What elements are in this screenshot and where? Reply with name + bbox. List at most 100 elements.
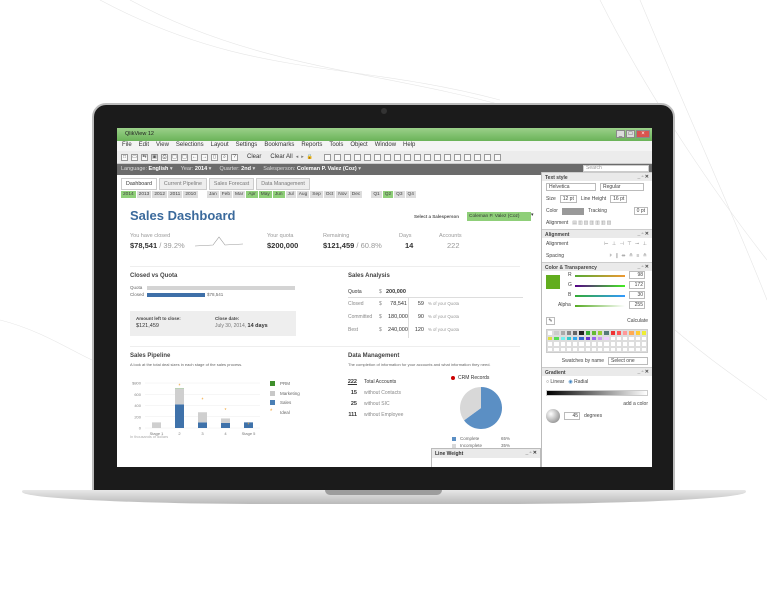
menu-item-bookmarks[interactable]: Bookmarks [264, 142, 295, 148]
color-swatch[interactable] [565, 330, 572, 336]
swatch-grid[interactable] [546, 329, 648, 353]
linear-radio[interactable]: ○ Linear [546, 379, 565, 385]
clear-button[interactable]: Clear [247, 154, 262, 160]
color-swatch[interactable] [609, 341, 616, 347]
reload-icon[interactable]: ⇆ [141, 153, 148, 161]
month-aug[interactable]: Aug [296, 191, 310, 198]
back-icon[interactable]: ◂ [295, 154, 299, 160]
panel-controls[interactable]: _ ▫ ✕ [637, 369, 649, 375]
color-swatch[interactable] [553, 346, 560, 352]
menu-item-edit[interactable]: Edit [138, 142, 150, 148]
color-swatch[interactable] [553, 330, 560, 336]
toolbar-tool-icon[interactable] [323, 153, 331, 161]
year-2012[interactable]: 2012 [152, 191, 168, 198]
color-swatch[interactable] [597, 346, 604, 352]
year-2011[interactable]: 2011 [168, 191, 183, 198]
lock-icon[interactable]: 🔒 [306, 154, 313, 160]
color-swatch[interactable] [584, 341, 591, 347]
toolbar-tool-icon[interactable] [353, 153, 361, 161]
month-jun[interactable]: Jun [272, 191, 285, 198]
menu-item-settings[interactable]: Settings [235, 142, 258, 148]
text-alignment-buttons[interactable]: ▤▥▥▥▥▥▥ [572, 220, 613, 226]
color-swatch[interactable] [603, 330, 610, 336]
help-icon[interactable]: ? [231, 153, 238, 161]
add-color-link[interactable]: add a color [623, 401, 648, 407]
color-swatch[interactable] [597, 335, 604, 341]
color-swatch[interactable] [628, 330, 635, 336]
month-jan[interactable]: Jan [207, 191, 219, 198]
toolbar-tool-icon[interactable] [413, 153, 421, 161]
color-swatch[interactable] [615, 335, 622, 341]
menu-item-help[interactable]: Help [403, 142, 416, 148]
month-sep[interactable]: Sep [310, 191, 323, 198]
r-input[interactable]: 98 [629, 271, 645, 279]
search-icon[interactable]: ⌕ [221, 153, 228, 161]
salesperson-dropdown[interactable]: Coleman P. Valez (Coz) [467, 212, 531, 221]
menu-item-reports[interactable]: Reports [301, 142, 323, 148]
color-swatch[interactable] [603, 346, 610, 352]
g-input[interactable]: 172 [629, 281, 645, 289]
color-swatch[interactable] [597, 330, 604, 336]
color-swatch[interactable] [578, 346, 585, 352]
tab-sales-forecast[interactable]: Sales Forecast [208, 178, 255, 190]
color-swatch[interactable] [615, 346, 622, 352]
color-swatch[interactable] [565, 341, 572, 347]
menu-item-tools[interactable]: Tools [329, 142, 344, 148]
color-swatch[interactable] [590, 330, 597, 336]
font-weight-dropdown[interactable]: Regular [600, 183, 644, 191]
color-swatch[interactable] [565, 335, 572, 341]
color-swatch[interactable] [559, 335, 566, 341]
month-mar[interactable]: Mar [233, 191, 246, 198]
color-swatch[interactable] [622, 330, 629, 336]
color-swatch[interactable] [628, 335, 635, 341]
month-jul[interactable]: Jul [285, 191, 296, 198]
filter-salesperson[interactable]: Salesperson: Coleman P. Valez (Coz) ▾ [263, 166, 361, 172]
color-swatch[interactable] [590, 346, 597, 352]
alpha-slider[interactable] [575, 305, 625, 307]
filter-year[interactable]: Year: 2014 ▾ [180, 166, 212, 172]
color-swatch[interactable] [634, 346, 641, 352]
color-swatch[interactable] [590, 335, 597, 341]
toolbar-tool-icon[interactable] [463, 153, 471, 161]
color-swatch[interactable] [634, 335, 641, 341]
toolbar-tool-icon[interactable] [423, 153, 431, 161]
bookmark-icon[interactable]: ▯ [211, 153, 218, 161]
panel-controls[interactable]: _ ▫ ✕ [637, 231, 649, 237]
current-color-swatch[interactable] [546, 275, 560, 289]
color-swatch[interactable] [572, 330, 579, 336]
toolbar-tool-icon[interactable] [363, 153, 371, 161]
toolbar-tool-icon[interactable] [383, 153, 391, 161]
text-color-swatch[interactable] [561, 207, 584, 215]
search-input[interactable]: Search [583, 165, 649, 172]
menu-item-file[interactable]: File [122, 142, 132, 148]
undo-icon[interactable]: ← [191, 153, 198, 161]
color-swatch[interactable] [640, 330, 647, 336]
menu-item-object[interactable]: Object [350, 142, 368, 148]
color-swatch[interactable] [603, 335, 610, 341]
tab-dashboard[interactable]: Dashboard [121, 178, 157, 190]
color-swatch[interactable] [590, 341, 597, 347]
color-swatch[interactable] [615, 330, 622, 336]
alignment-buttons[interactable]: ⊢ ⊥ ⊣ ⊤ ⊸ ⊥ [604, 241, 648, 247]
tab-current-pipeline[interactable]: Current Pipeline [158, 178, 207, 190]
color-swatch[interactable] [609, 335, 616, 341]
new-icon[interactable]: □ [121, 153, 128, 161]
line-height-dropdown[interactable]: 16 pt [610, 195, 628, 203]
tracking-dropdown[interactable]: 0 pt [633, 207, 648, 215]
radial-radio[interactable]: ◉ Radial [568, 379, 589, 385]
month-feb[interactable]: Feb [219, 191, 233, 198]
angle-input[interactable]: 45 [564, 412, 580, 420]
filter-quarter[interactable]: Quarter: 2nd ▾ [219, 166, 256, 172]
quarter-q2[interactable]: Q2 [382, 191, 394, 198]
toolbar-tool-icon[interactable] [393, 153, 401, 161]
menu-item-selections[interactable]: Selections [175, 142, 204, 148]
color-swatch[interactable] [559, 346, 566, 352]
color-swatch[interactable] [584, 335, 591, 341]
color-swatch[interactable] [634, 330, 641, 336]
month-may[interactable]: May [258, 191, 272, 198]
toolbar-tool-icon[interactable] [473, 153, 481, 161]
close-button[interactable]: × [636, 130, 650, 138]
angle-dial[interactable] [546, 409, 560, 423]
color-swatch[interactable] [615, 341, 622, 347]
color-swatch[interactable] [553, 341, 560, 347]
